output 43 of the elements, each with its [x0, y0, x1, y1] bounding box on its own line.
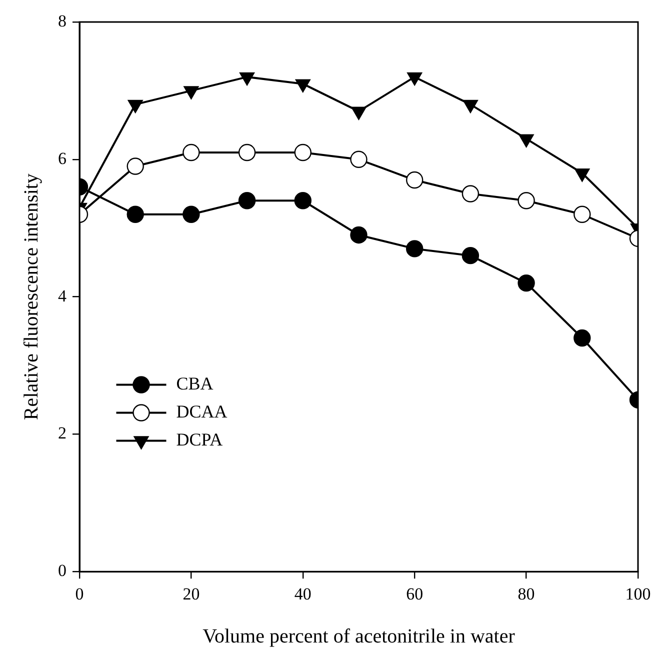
legend-label: CBA	[176, 373, 214, 394]
x-axis-title: Volume percent of acetonitrile in water	[202, 625, 516, 648]
point	[518, 192, 535, 210]
point	[238, 192, 256, 210]
point	[518, 134, 534, 148]
x-tick-label: 100	[625, 584, 651, 604]
legend-label: DCPA	[176, 429, 223, 450]
point	[238, 144, 256, 162]
point	[182, 206, 200, 223]
y-tick-label: 4	[58, 286, 67, 306]
point	[350, 226, 368, 244]
point	[351, 106, 366, 120]
x-tick-label: 80	[518, 584, 535, 604]
point	[240, 72, 255, 86]
point	[350, 150, 368, 168]
point	[406, 171, 424, 189]
y-tick-label: 0	[58, 561, 66, 580]
x-tick-label: 0	[75, 584, 84, 604]
point	[574, 206, 591, 223]
y-axis-title: Relative fluorescence intensity	[20, 174, 42, 420]
legend-label: DCAA	[176, 401, 228, 422]
point	[518, 274, 535, 292]
point	[574, 168, 590, 182]
point	[462, 246, 480, 264]
y-tick-label: 6	[58, 148, 66, 168]
point	[462, 100, 478, 114]
x-tick-label: 40	[294, 584, 312, 604]
point	[184, 86, 199, 100]
y-tick-label: 8	[58, 11, 66, 30]
point	[406, 240, 424, 258]
point	[295, 79, 310, 92]
point	[126, 206, 144, 223]
x-tick-label: 60	[406, 584, 424, 604]
point	[182, 144, 200, 162]
point	[128, 100, 143, 114]
y-tick-label: 2	[58, 424, 66, 443]
point	[126, 158, 144, 175]
point	[294, 144, 312, 162]
x-tick-label: 20	[182, 584, 200, 604]
point	[574, 329, 591, 347]
point	[407, 72, 422, 86]
point	[294, 192, 312, 210]
point	[462, 185, 480, 202]
